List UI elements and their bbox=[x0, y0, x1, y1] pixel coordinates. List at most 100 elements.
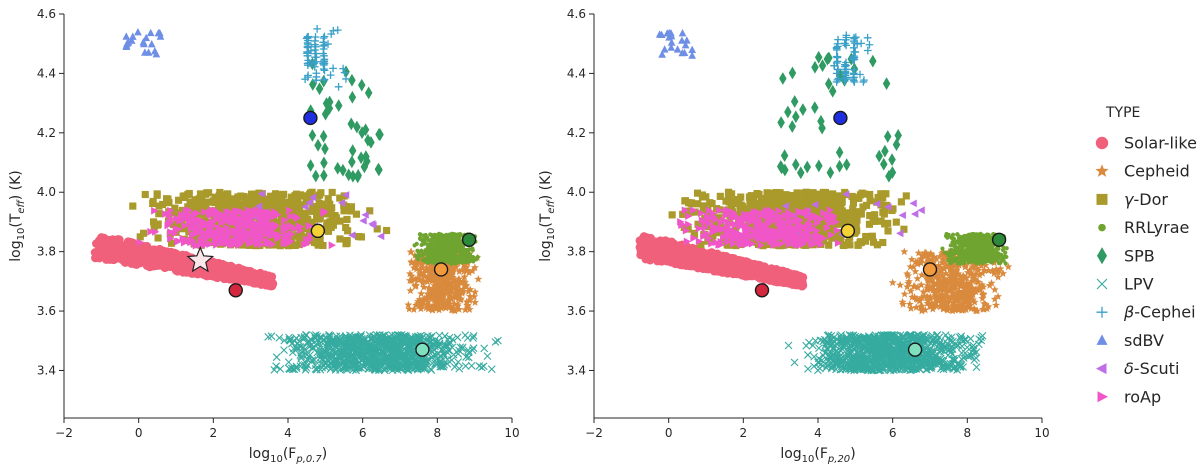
point-RRLyrae bbox=[416, 257, 421, 262]
point-Cepheid bbox=[459, 287, 468, 296]
point-LPV bbox=[928, 331, 937, 340]
plot-area bbox=[90, 25, 502, 375]
point-Cepheid bbox=[431, 293, 440, 302]
point-LPV bbox=[378, 338, 387, 346]
point-sdBV bbox=[142, 33, 151, 42]
point-RRLyrae bbox=[450, 257, 455, 262]
point-Cepheid bbox=[416, 304, 425, 313]
point-LPV bbox=[464, 348, 473, 357]
point-Cepheid bbox=[463, 301, 472, 309]
point-γ-Dor bbox=[270, 196, 278, 204]
point-γ-Dor bbox=[185, 228, 193, 236]
point-LPV bbox=[461, 362, 470, 370]
point-LPV bbox=[381, 359, 390, 368]
point-roAp bbox=[246, 209, 254, 218]
x-tick-label: 4 bbox=[814, 426, 822, 440]
point-roAp bbox=[167, 234, 175, 243]
series-LPV bbox=[264, 330, 502, 375]
point-Cepheid bbox=[975, 271, 984, 279]
point-sdBV bbox=[122, 42, 131, 50]
point-LPV bbox=[823, 361, 831, 370]
point-LPV bbox=[957, 349, 966, 357]
point-sdBV bbox=[127, 36, 136, 44]
point-Cepheid bbox=[446, 272, 455, 281]
point-LPV bbox=[884, 361, 892, 369]
point-Cepheid bbox=[940, 251, 949, 259]
point-Solar-like bbox=[130, 244, 139, 254]
point-roAp bbox=[257, 215, 265, 224]
point-LPV bbox=[330, 352, 338, 361]
point-LPV bbox=[435, 339, 444, 348]
point-SPB bbox=[362, 150, 370, 164]
point-LPV bbox=[477, 363, 486, 372]
point-LPV bbox=[961, 335, 970, 344]
point-LPV bbox=[318, 363, 326, 372]
point-LPV bbox=[414, 333, 423, 342]
point-roAp bbox=[201, 208, 209, 216]
point-RRLyrae bbox=[426, 238, 431, 243]
point-Cepheid bbox=[911, 257, 920, 266]
point-Cepheid bbox=[415, 258, 424, 267]
point-roAp bbox=[287, 212, 295, 221]
point-Cepheid bbox=[452, 292, 461, 301]
point-LPV bbox=[867, 335, 876, 344]
point-roAp bbox=[147, 227, 155, 236]
point-γ-Dor bbox=[149, 197, 157, 206]
point-Cepheid bbox=[455, 267, 464, 276]
point-LPV bbox=[288, 365, 297, 374]
point-roAp bbox=[269, 240, 277, 249]
x-axis-label: log10(Fp,0.7) bbox=[249, 446, 328, 465]
point-LPV bbox=[939, 343, 948, 352]
point-LPV bbox=[410, 364, 418, 373]
point-SPB bbox=[353, 120, 361, 134]
point-Cepheid bbox=[445, 299, 454, 308]
point-γ-Dor bbox=[343, 236, 351, 245]
point-LPV bbox=[270, 365, 279, 374]
point-β-Cephei bbox=[320, 51, 328, 60]
point-Cepheid bbox=[917, 293, 926, 302]
point-γ-Dor bbox=[343, 215, 351, 224]
point-roAp bbox=[291, 224, 299, 233]
center-marker-LPV bbox=[415, 342, 430, 357]
point-Cepheid bbox=[466, 285, 475, 293]
point-Cepheid bbox=[919, 287, 928, 296]
y-tick-label: 3.8 bbox=[37, 245, 56, 259]
point-RRLyrae bbox=[420, 242, 425, 247]
point-Cepheid bbox=[424, 290, 433, 299]
point-γ-Dor bbox=[323, 222, 331, 230]
point-LPV bbox=[859, 333, 868, 342]
point-γ-Dor bbox=[188, 202, 196, 210]
point-RRLyrae bbox=[452, 237, 457, 243]
point-δ-Scuti bbox=[361, 211, 369, 219]
point-LPV bbox=[311, 333, 320, 341]
point-LPV bbox=[901, 360, 909, 369]
point-γ-Dor bbox=[155, 210, 163, 218]
point-SPB bbox=[314, 138, 322, 152]
point-SPB bbox=[358, 78, 366, 92]
point-β-Cephei bbox=[339, 64, 347, 73]
point-RRLyrae bbox=[449, 261, 455, 266]
point-LPV bbox=[469, 331, 478, 340]
point-Cepheid bbox=[446, 302, 455, 311]
point-Cepheid bbox=[444, 290, 453, 299]
point-Cepheid bbox=[460, 272, 469, 281]
y-tick-label: 4.4 bbox=[37, 66, 56, 80]
point-LPV bbox=[375, 365, 384, 373]
point-LPV bbox=[825, 333, 834, 342]
point-roAp bbox=[232, 218, 241, 227]
point-SPB bbox=[375, 127, 383, 141]
point-Cepheid bbox=[404, 300, 413, 309]
point-roAp bbox=[226, 207, 234, 216]
point-β-Cephei bbox=[311, 46, 319, 54]
point-LPV bbox=[860, 336, 868, 344]
point-sdBV bbox=[147, 40, 156, 48]
point-Cepheid bbox=[932, 301, 941, 310]
point-Cepheid bbox=[906, 287, 915, 295]
point-sdBV bbox=[139, 39, 148, 48]
point-γ-Dor bbox=[178, 206, 187, 214]
point-Cepheid bbox=[449, 305, 458, 313]
point-LPV bbox=[335, 353, 343, 362]
point-β-Cephei bbox=[320, 66, 329, 75]
point-SPB bbox=[357, 151, 365, 165]
point-Cepheid bbox=[973, 306, 982, 315]
